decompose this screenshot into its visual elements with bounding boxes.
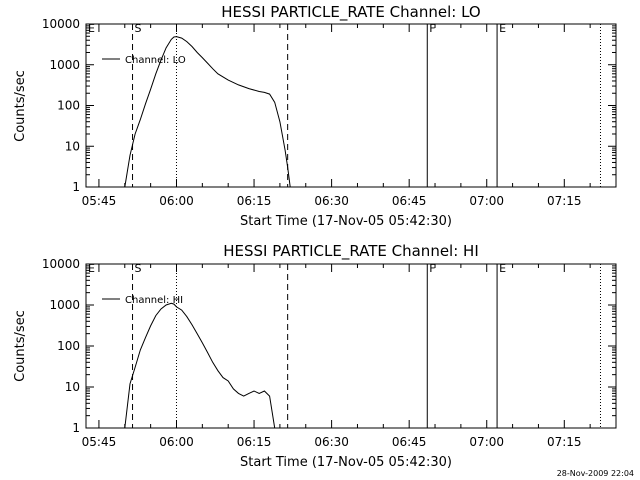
- plot-area: 05:45 06:00 06:15 06:30 06:45 07:00 07:15 1 10 10…: [42, 257, 617, 449]
- x-tick-label: 07:00: [469, 435, 504, 449]
- chart-title: HESSI PARTICLE_RATE Channel: LO: [221, 3, 480, 22]
- y-tick-label: 100: [57, 99, 80, 113]
- series-line: [124, 302, 276, 429]
- x-tick-label: 06:15: [237, 435, 272, 449]
- y-tick-label: 1000: [49, 298, 80, 312]
- x-tick-label: 06:45: [392, 435, 427, 449]
- y-tick-label: 1: [72, 180, 80, 194]
- y-axis-label: Counts/sec: [13, 70, 28, 142]
- x-tick-label: 06:15: [237, 194, 272, 208]
- marker-label: S: [135, 262, 142, 275]
- x-axis-label: Start Time (17-Nov-05 05:42:30): [240, 455, 452, 470]
- marker-label: E: [88, 22, 95, 35]
- chart-title: HESSI PARTICLE_RATE Channel: HI: [223, 242, 479, 261]
- legend-label: Channel: HI: [125, 295, 183, 306]
- x-axis-label: Start Time (17-Nov-05 05:42:30): [240, 214, 452, 229]
- legend-label: Channel: LO: [125, 55, 186, 66]
- x-tick-label: 06:00: [159, 194, 194, 208]
- series-line: [124, 36, 291, 188]
- x-tick-label: 06:45: [392, 194, 427, 208]
- marker-label: E: [499, 22, 506, 35]
- x-tick-label: 05:45: [82, 194, 117, 208]
- timestamp-footer: 28-Nov-2009 22:04: [557, 469, 634, 478]
- y-tick-label: 10: [65, 380, 80, 394]
- x-tick-label: 06:00: [159, 435, 194, 449]
- y-tick-label: 100: [57, 339, 80, 353]
- marker-label: E: [499, 262, 506, 275]
- marker-label: F: [429, 22, 435, 35]
- x-tick-label: 07:15: [547, 194, 582, 208]
- plot-area: 05:45 06:00 06:15 06:30 06:45 07:00 07:15 1 10 10…: [42, 17, 617, 208]
- x-tick-label: 07:00: [469, 194, 504, 208]
- y-tick-label: 10: [65, 139, 80, 153]
- x-tick-label: 05:45: [82, 435, 117, 449]
- y-tick-label: 1: [72, 421, 80, 435]
- marker-label: F: [429, 262, 435, 275]
- x-tick-label: 06:30: [314, 194, 349, 208]
- panel-hi: HESSI PARTICLE_RATE Channel: HI Start Ti…: [13, 242, 617, 470]
- y-tick-label: 10000: [42, 17, 80, 31]
- x-tick-label: 06:30: [314, 435, 349, 449]
- marker-label: E: [88, 262, 95, 275]
- x-tick-label: 07:15: [547, 435, 582, 449]
- marker-label: S: [135, 22, 142, 35]
- panel-lo: HESSI PARTICLE_RATE Channel: LO Start Ti…: [13, 3, 617, 229]
- y-axis-label: Counts/sec: [13, 310, 28, 382]
- y-tick-label: 10000: [42, 257, 80, 271]
- y-tick-label: 1000: [49, 58, 80, 72]
